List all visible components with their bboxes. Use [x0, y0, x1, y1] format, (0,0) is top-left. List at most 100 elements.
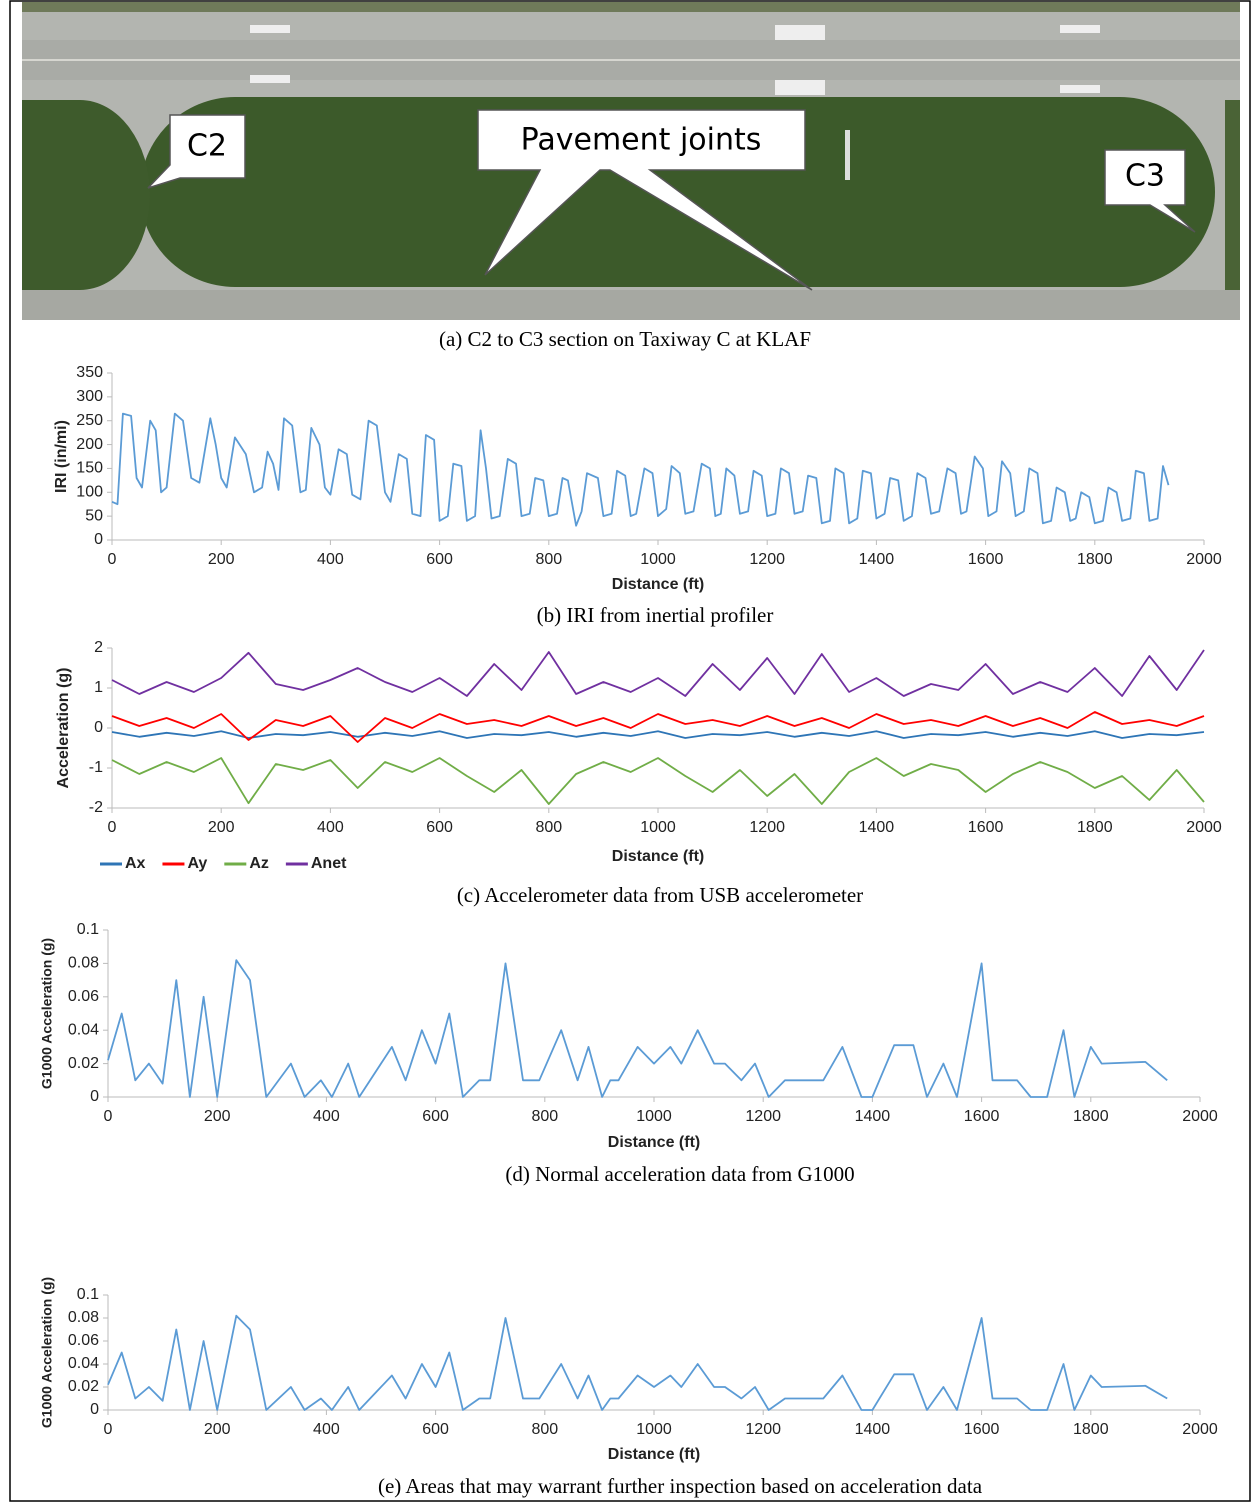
x-tick-label: 400 [313, 1421, 340, 1438]
x-axis-title: Distance (ft) [608, 1446, 700, 1463]
y-tick-label: -1 [89, 759, 103, 776]
caption: (d) Normal acceleration data from G1000 [505, 1162, 854, 1186]
y-tick-label: 1 [94, 679, 103, 696]
x-tick-label: 2000 [1186, 819, 1222, 836]
caption: (e) Areas that may warrant further inspe… [378, 1474, 983, 1498]
y-tick-label: 0 [94, 719, 103, 736]
chart: 0 0.02 0.04 0.06 0.08 0.1 0 200 400 600 800 1000 120… [39, 921, 1218, 1151]
x-tick-label: 600 [426, 551, 453, 568]
x-tick-label: 800 [535, 819, 562, 836]
x-tick-label: 600 [422, 1421, 449, 1438]
y-tick-label: 200 [76, 436, 103, 453]
x-tick-label: 600 [422, 1108, 449, 1125]
x-tick-label: 1800 [1073, 1108, 1109, 1125]
caption: (c) Accelerometer data from USB accelero… [457, 883, 863, 907]
caption: (b) IRI from inertial profiler [537, 603, 774, 627]
y-tick-label: 0.1 [77, 1286, 99, 1303]
legend-label: Ax [125, 855, 146, 872]
x-tick-label: 1000 [640, 551, 676, 568]
y-tick-label: 0 [90, 1401, 99, 1418]
y-tick-label: 350 [76, 364, 103, 381]
y-tick-label: 0.08 [68, 1309, 99, 1326]
x-tick-label: 1200 [745, 1421, 781, 1438]
legend-label: Az [249, 855, 269, 872]
y-tick-label: 0.04 [68, 1355, 99, 1372]
x-tick-label: 1200 [749, 551, 785, 568]
y-tick-label: 300 [76, 388, 103, 405]
x-axis-title: Distance (ft) [608, 1134, 700, 1151]
x-tick-label: 0 [108, 819, 117, 836]
y-tick-label: 0.06 [68, 1332, 99, 1349]
data-line [112, 758, 1204, 804]
legend-label: Anet [311, 855, 347, 872]
y-tick-label: 250 [76, 412, 103, 429]
callout-label: C3 [1125, 159, 1165, 194]
y-tick-label: 0.02 [68, 1378, 99, 1395]
x-tick-label: 400 [317, 819, 344, 836]
callout-label: C2 [187, 129, 227, 164]
y-tick-label: 0.06 [68, 988, 99, 1005]
y-axis-title: G1000 Acceleration (g) [39, 938, 55, 1089]
x-tick-label: 1400 [855, 1108, 891, 1125]
y-tick-label: 150 [76, 460, 103, 477]
x-tick-label: 1400 [859, 551, 895, 568]
x-tick-label: 2000 [1182, 1108, 1218, 1125]
y-tick-label: 0.02 [68, 1055, 99, 1072]
y-tick-label: 100 [76, 484, 103, 501]
y-tick-label: 0.08 [68, 955, 99, 972]
x-tick-label: 600 [426, 819, 453, 836]
x-tick-label: 0 [104, 1421, 113, 1438]
x-tick-label: 1600 [964, 1421, 1000, 1438]
data-line [108, 960, 1167, 1097]
x-tick-label: 1200 [749, 819, 785, 836]
y-tick-label: 0.1 [77, 921, 99, 938]
x-tick-label: 1000 [640, 819, 676, 836]
x-tick-label: 1400 [859, 819, 895, 836]
x-tick-label: 0 [104, 1108, 113, 1125]
x-tick-label: 200 [204, 1421, 231, 1438]
x-tick-label: 1600 [968, 819, 1004, 836]
x-tick-label: 200 [208, 819, 235, 836]
x-tick-label: 1000 [636, 1421, 672, 1438]
y-tick-label: 2 [94, 639, 103, 656]
y-axis-title: G1000 Acceleration (g) [39, 1277, 55, 1428]
caption: (a) C2 to C3 section on Taxiway C at KLA… [439, 327, 811, 351]
data-line [112, 712, 1204, 742]
x-tick-label: 1200 [745, 1108, 781, 1125]
legend-label: Ay [187, 855, 207, 872]
y-tick-label: 0 [94, 531, 103, 548]
y-axis-title: IRI (in/mi) [53, 420, 70, 493]
data-line [112, 731, 1204, 738]
x-tick-label: 800 [531, 1421, 558, 1438]
x-tick-label: 1600 [964, 1108, 1000, 1125]
x-tick-label: 1800 [1077, 819, 1113, 836]
x-tick-label: 200 [208, 551, 235, 568]
x-tick-label: 1800 [1077, 551, 1113, 568]
x-tick-label: 1800 [1073, 1421, 1109, 1438]
x-tick-label: 2000 [1182, 1421, 1218, 1438]
x-tick-label: 200 [204, 1108, 231, 1125]
chart: 0 0.02 0.04 0.06 0.08 0.1 0 200 400 600 800 1000 120… [39, 1277, 1218, 1463]
x-tick-label: 800 [535, 551, 562, 568]
x-tick-label: 1400 [855, 1421, 891, 1438]
x-tick-label: 0 [108, 551, 117, 568]
chart: -2 -1 0 1 2 0 200 400 600 800 1000 1200 1400 1600 1800… [55, 639, 1222, 872]
data-line [112, 650, 1204, 696]
x-tick-label: 800 [531, 1108, 558, 1125]
data-line [108, 1316, 1167, 1410]
x-tick-label: 1600 [968, 551, 1004, 568]
figure: C2 Pavement joints C3 (a) C2 to C3 secti… [0, 0, 1253, 1503]
y-tick-label: -2 [89, 799, 103, 816]
data-line [112, 414, 1169, 526]
x-tick-label: 400 [317, 551, 344, 568]
callout-label: Pavement joints [521, 123, 762, 158]
x-tick-label: 1000 [636, 1108, 672, 1125]
x-axis-title: Distance (ft) [612, 576, 704, 593]
y-tick-label: 50 [85, 507, 103, 524]
y-tick-label: 0.04 [68, 1021, 99, 1038]
x-tick-label: 400 [313, 1108, 340, 1125]
x-axis-title: Distance (ft) [612, 848, 704, 865]
x-tick-label: 2000 [1186, 551, 1222, 568]
chart: 0 50 100 150 200 250 300 350 0 200 400 600 800 1000 12… [53, 364, 1222, 593]
y-tick-label: 0 [90, 1088, 99, 1105]
